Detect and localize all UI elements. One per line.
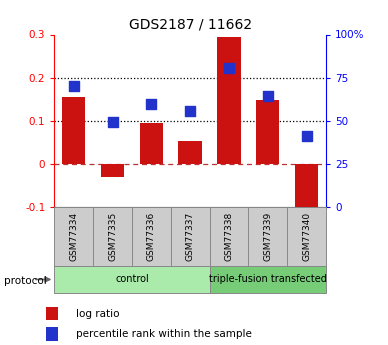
- Bar: [62, 97, 85, 164]
- Point: [148, 101, 154, 106]
- Bar: [46, 327, 58, 341]
- Point: [187, 108, 193, 114]
- Text: GSM77335: GSM77335: [108, 212, 117, 261]
- Bar: [93, 207, 132, 266]
- Text: percentile rank within the sample: percentile rank within the sample: [76, 329, 252, 339]
- Text: triple-fusion transfected: triple-fusion transfected: [209, 275, 327, 284]
- Bar: [287, 207, 326, 266]
- Text: GSM77339: GSM77339: [263, 212, 272, 261]
- Point: [109, 119, 116, 125]
- Bar: [178, 141, 202, 164]
- Point: [303, 133, 310, 139]
- Text: GSM77337: GSM77337: [185, 212, 195, 261]
- Bar: [171, 207, 210, 266]
- Text: control: control: [115, 275, 149, 284]
- Text: GSM77338: GSM77338: [224, 212, 234, 261]
- Text: GSM77340: GSM77340: [302, 212, 311, 261]
- Bar: [140, 123, 163, 164]
- Bar: [217, 37, 241, 164]
- Point: [71, 83, 77, 89]
- Point: [265, 93, 271, 99]
- Bar: [295, 164, 318, 209]
- Bar: [46, 307, 58, 320]
- Bar: [248, 207, 287, 266]
- Text: GSM77334: GSM77334: [69, 212, 78, 261]
- Bar: [101, 164, 124, 177]
- Bar: [54, 266, 210, 293]
- Text: GSM77336: GSM77336: [147, 212, 156, 261]
- Bar: [54, 207, 93, 266]
- Bar: [256, 100, 279, 164]
- Text: log ratio: log ratio: [76, 309, 120, 318]
- Bar: [210, 266, 326, 293]
- Bar: [210, 207, 248, 266]
- Point: [226, 66, 232, 71]
- Text: protocol: protocol: [4, 276, 47, 286]
- Title: GDS2187 / 11662: GDS2187 / 11662: [128, 18, 252, 32]
- Bar: [132, 207, 171, 266]
